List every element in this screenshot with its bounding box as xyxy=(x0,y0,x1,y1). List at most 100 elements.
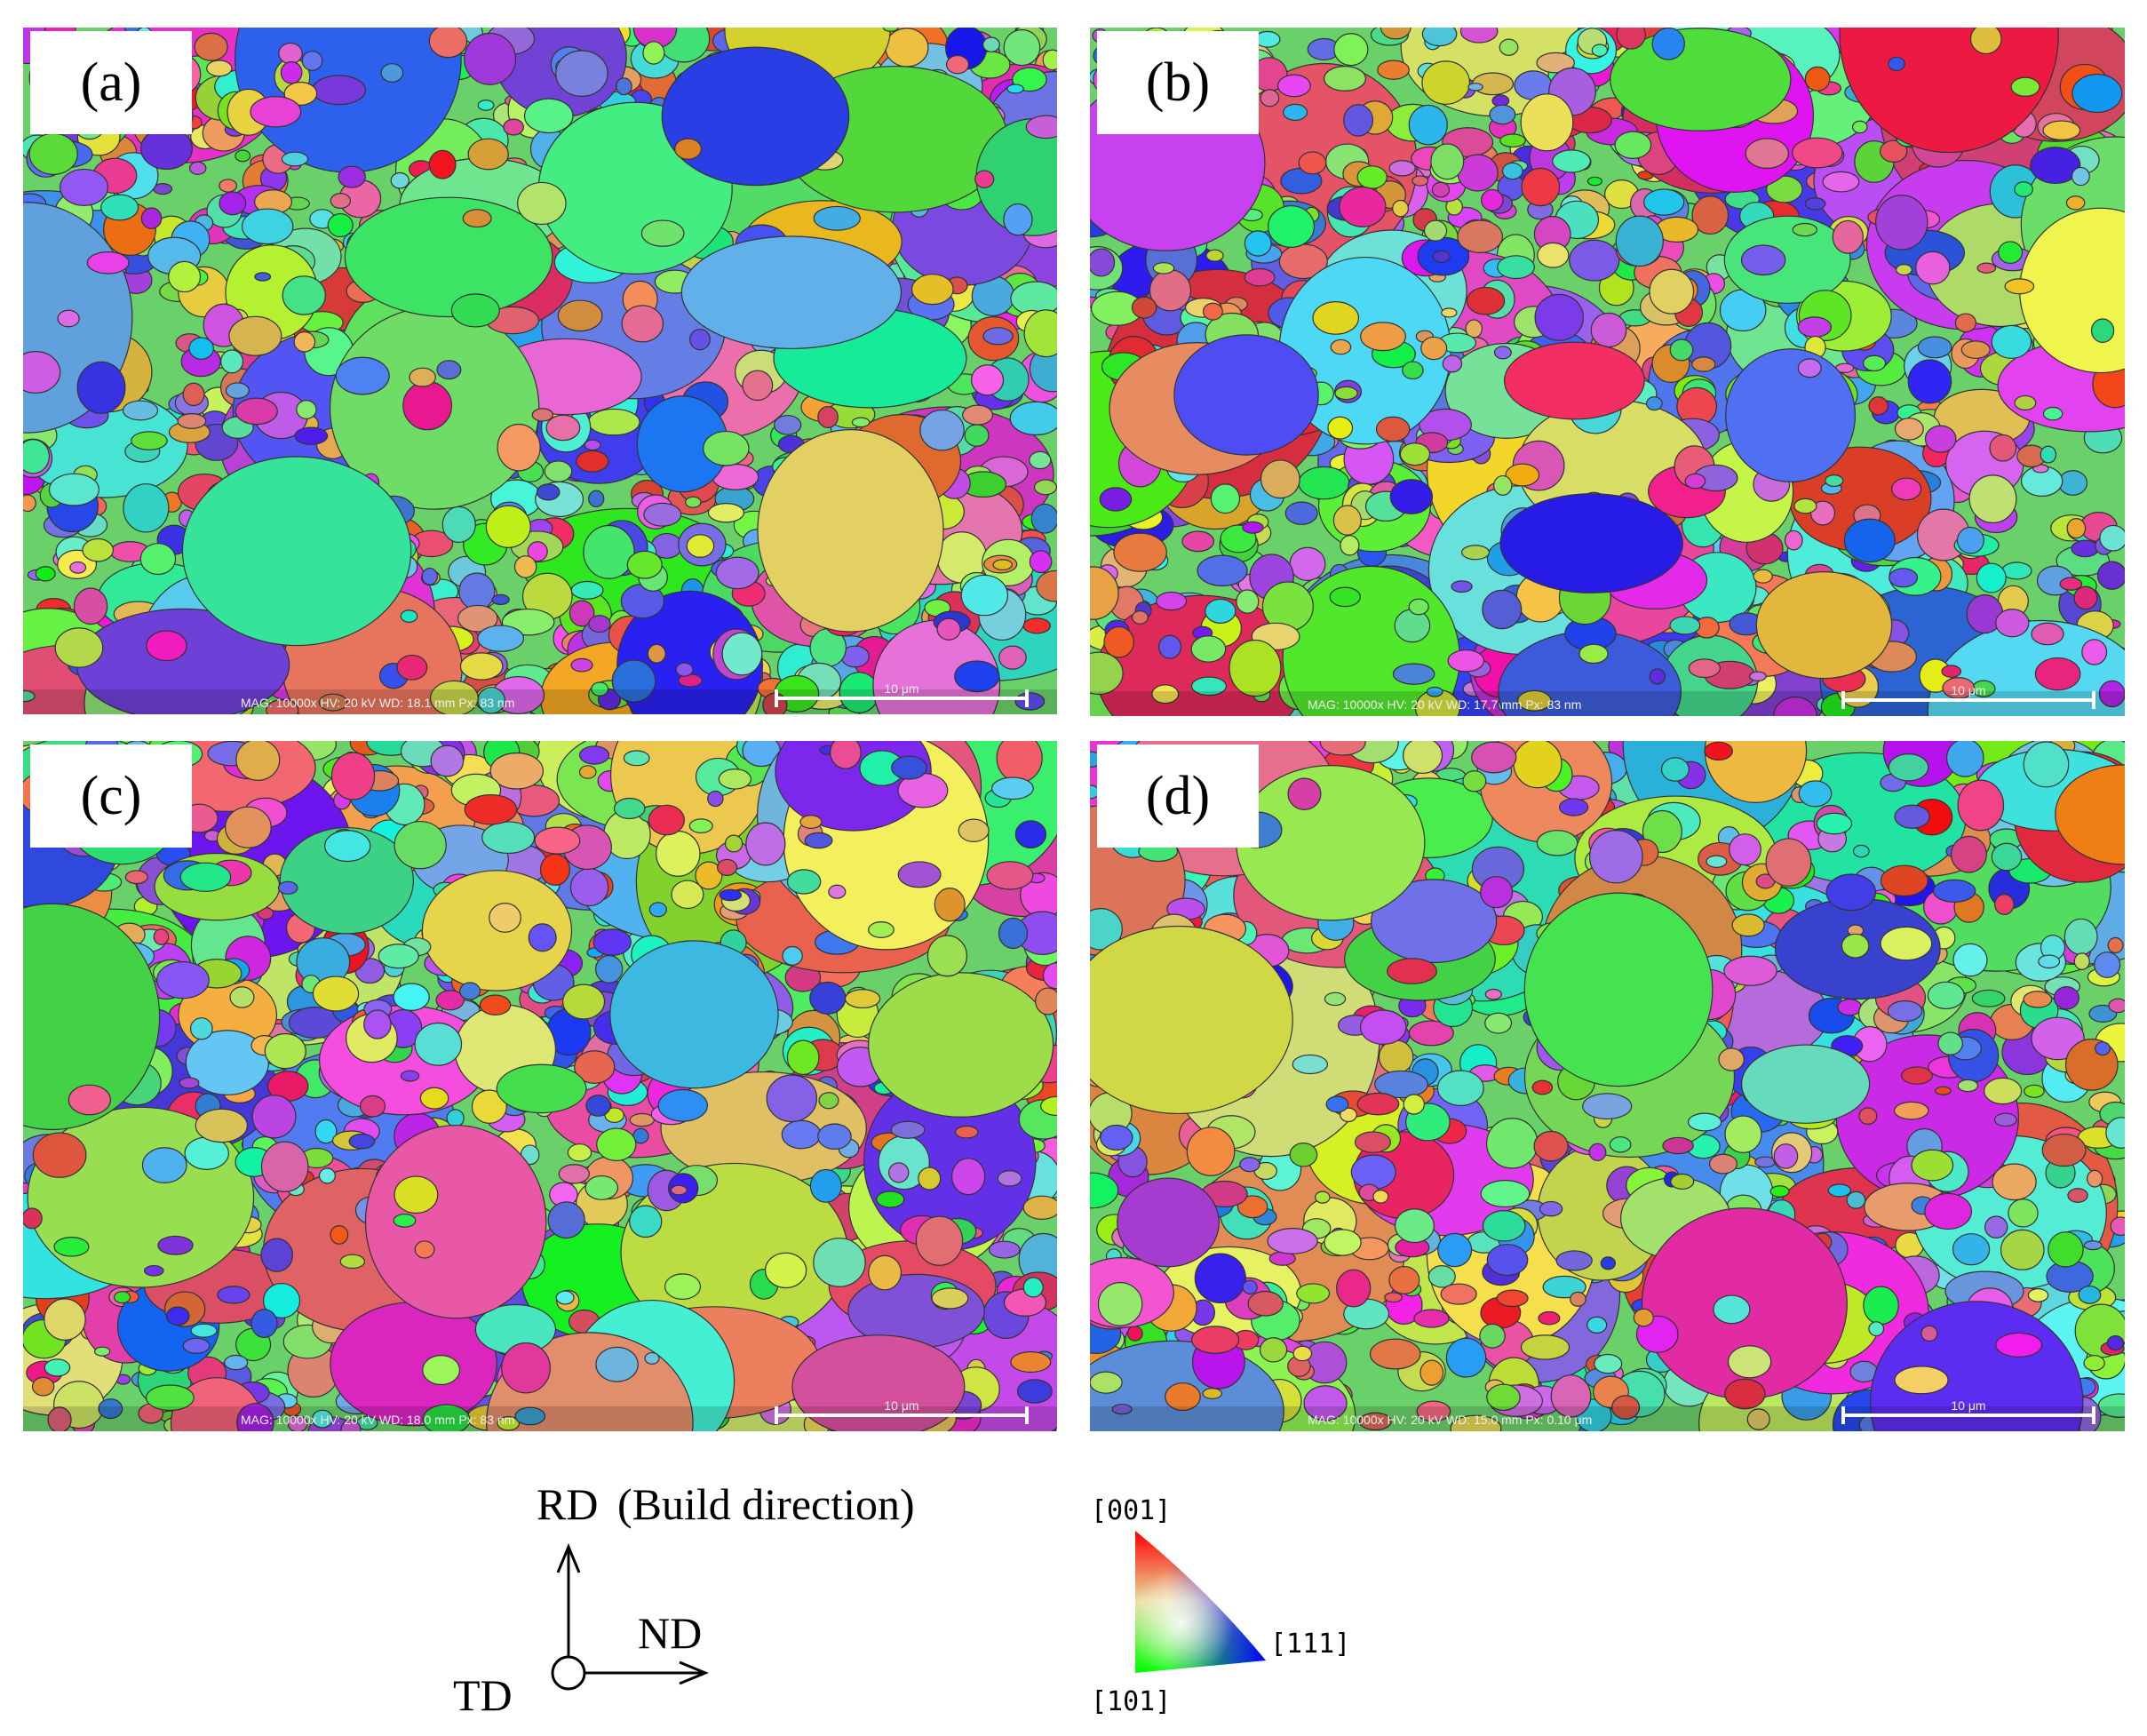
grain xyxy=(1485,1118,1539,1169)
panel-label: (b) xyxy=(1146,52,1210,113)
grain xyxy=(348,1133,376,1150)
grain xyxy=(394,1175,439,1214)
grain xyxy=(2048,1231,2084,1268)
grain xyxy=(675,662,694,677)
grain xyxy=(2023,991,2053,1008)
grain xyxy=(1731,913,1765,937)
grain xyxy=(23,351,61,394)
grain xyxy=(1205,598,1237,624)
grain xyxy=(1941,665,1962,678)
grain xyxy=(23,1207,43,1230)
grain xyxy=(1645,396,1663,411)
grain xyxy=(578,745,610,765)
grain xyxy=(60,168,109,207)
grain xyxy=(1536,830,1578,856)
grain xyxy=(1917,336,1952,359)
grain xyxy=(1784,530,1803,551)
grain xyxy=(1482,589,1523,630)
grain xyxy=(1531,1079,1554,1095)
grain xyxy=(394,820,447,870)
grain xyxy=(1113,532,1167,572)
grain xyxy=(1090,925,1293,1115)
grain xyxy=(1377,60,1410,80)
grain xyxy=(1394,609,1431,643)
grain xyxy=(254,272,272,282)
grain xyxy=(31,1376,55,1397)
grain xyxy=(680,235,903,350)
grain xyxy=(2105,1117,2125,1149)
grain xyxy=(926,935,968,977)
grain xyxy=(1822,171,1860,193)
grain xyxy=(1536,52,1575,74)
grain xyxy=(613,797,646,820)
grain xyxy=(1131,610,1149,625)
grain xyxy=(44,1298,86,1341)
grain xyxy=(934,888,966,922)
grain xyxy=(1651,28,1685,60)
grain xyxy=(1600,1256,1617,1270)
grain xyxy=(1413,1309,1450,1328)
grain xyxy=(69,561,87,574)
grain xyxy=(931,1287,969,1310)
grain xyxy=(1022,1277,1044,1298)
grain xyxy=(1354,1131,1392,1153)
grain xyxy=(1991,324,2032,359)
grain xyxy=(1330,338,1352,355)
grain xyxy=(2030,147,2081,185)
grain xyxy=(1156,591,1188,611)
grain xyxy=(2027,1288,2049,1302)
info-bar xyxy=(1090,1406,2125,1431)
grain xyxy=(1520,1334,1570,1360)
grain xyxy=(555,50,608,97)
grain xyxy=(2053,986,2079,1010)
grain xyxy=(44,1358,71,1377)
grain xyxy=(1920,1325,1938,1342)
grain xyxy=(1792,137,1843,169)
grain xyxy=(1837,999,1863,1016)
grain xyxy=(1239,1157,1260,1173)
grain xyxy=(1283,103,1308,122)
grain xyxy=(1486,1244,1529,1277)
grain xyxy=(1533,1130,1569,1162)
grain xyxy=(390,171,410,189)
grain xyxy=(1324,66,1366,92)
grain xyxy=(813,1238,866,1287)
grain xyxy=(974,170,995,188)
grain xyxy=(584,439,601,451)
grain xyxy=(1591,44,1609,57)
grain xyxy=(1259,1337,1288,1363)
grain xyxy=(497,1416,521,1431)
grain xyxy=(1260,459,1300,499)
grain xyxy=(2097,1393,2125,1418)
grain xyxy=(817,405,839,428)
grain xyxy=(1090,248,1116,277)
grain xyxy=(124,870,148,885)
grain xyxy=(485,505,531,548)
grain xyxy=(1901,1066,1933,1085)
grain xyxy=(1421,60,1471,105)
panels: MAG: 10000x HV: 20 kV WD: 18.1 mm Px: 83… xyxy=(23,28,2125,1431)
grain xyxy=(224,1354,249,1371)
grain xyxy=(1691,195,1730,235)
grain xyxy=(1521,167,1561,207)
grain xyxy=(428,28,468,59)
grain xyxy=(378,944,419,969)
grain xyxy=(1460,545,1491,561)
grain xyxy=(574,1050,616,1084)
grain xyxy=(1117,1177,1220,1268)
grain xyxy=(1740,244,1786,276)
grain xyxy=(583,524,635,579)
grain xyxy=(562,983,606,1020)
grain xyxy=(1915,251,1951,285)
grain xyxy=(393,983,430,1012)
grain xyxy=(1643,188,1685,216)
grain xyxy=(1437,1232,1473,1268)
ebsd-map: MAG: 10000x HV: 20 kV WD: 17.7 mm Px: 83… xyxy=(1090,28,2125,716)
grain xyxy=(428,149,457,179)
grain xyxy=(1197,554,1248,587)
grain xyxy=(2042,406,2064,421)
grain xyxy=(1586,1316,1608,1334)
grain xyxy=(1992,1163,2037,1201)
grain xyxy=(1957,1079,1979,1093)
grain xyxy=(1927,981,1965,1010)
